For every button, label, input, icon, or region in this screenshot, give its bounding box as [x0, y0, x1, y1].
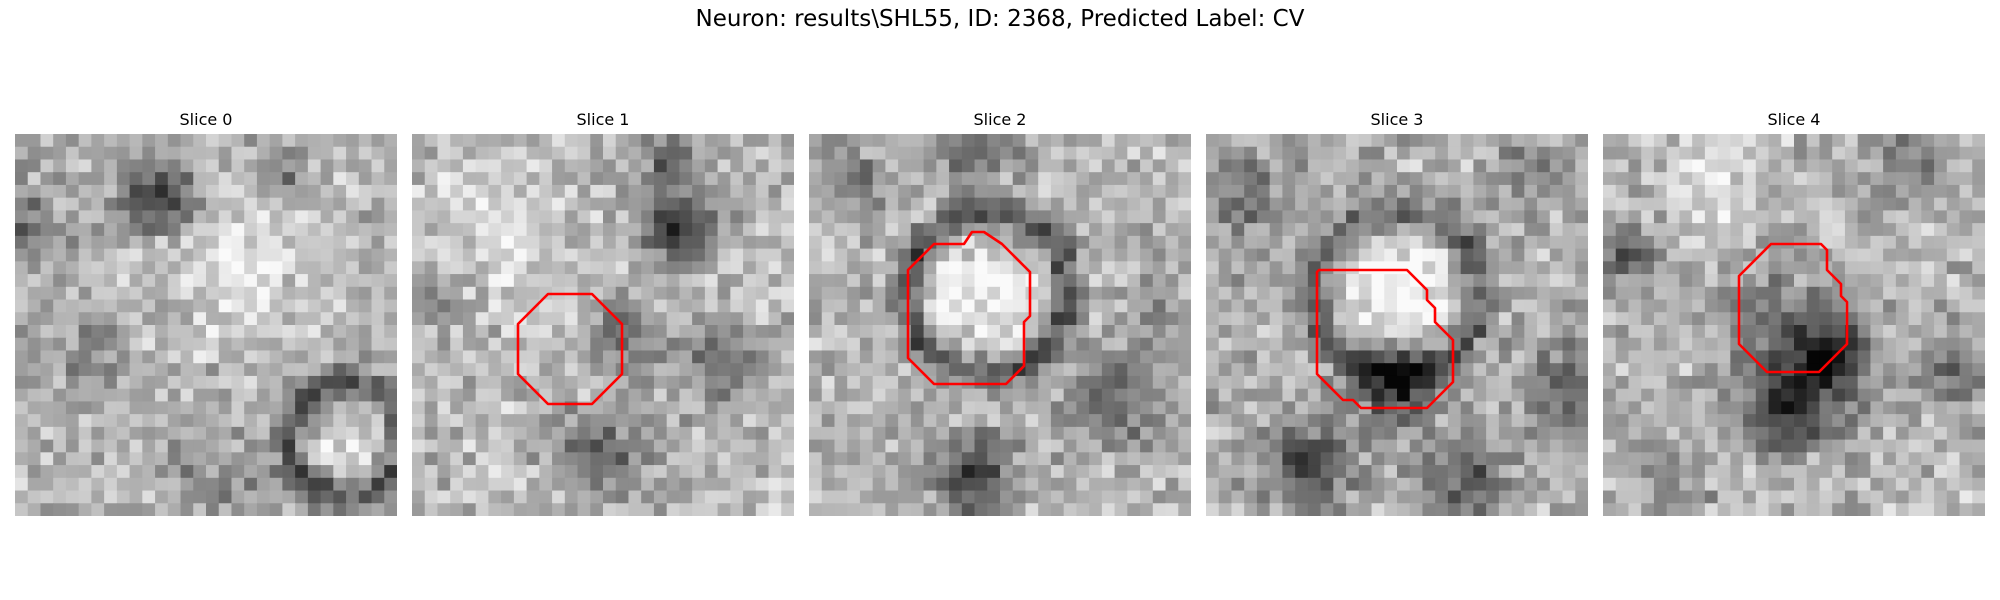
microscopy-image-slice-1	[412, 134, 794, 516]
grayscale-image-slice-4	[1603, 134, 1985, 516]
grayscale-image-slice-2	[809, 134, 1191, 516]
figure-title: Neuron: results\SHL55, ID: 2368, Predict…	[695, 6, 1305, 32]
cell-outline	[516, 292, 624, 406]
panel-title-slice-4: Slice 4	[1767, 110, 1821, 129]
microscopy-image-slice-3	[1206, 134, 1588, 516]
panel-title-slice-2: Slice 2	[973, 110, 1027, 129]
grayscale-image-slice-1	[412, 134, 794, 516]
microscopy-image-slice-4	[1603, 134, 1985, 516]
microscopy-image-slice-0	[15, 134, 397, 516]
grayscale-image-slice-0	[15, 134, 397, 516]
grayscale-image-slice-3	[1206, 134, 1588, 516]
panel-title-slice-1: Slice 1	[576, 110, 630, 129]
panel-title-slice-3: Slice 3	[1370, 110, 1424, 129]
panel-title-slice-0: Slice 0	[179, 110, 233, 129]
cell-outline	[1315, 268, 1455, 410]
cell-outline	[1737, 242, 1849, 374]
microscopy-image-slice-2	[809, 134, 1191, 516]
cell-outline	[906, 230, 1032, 386]
